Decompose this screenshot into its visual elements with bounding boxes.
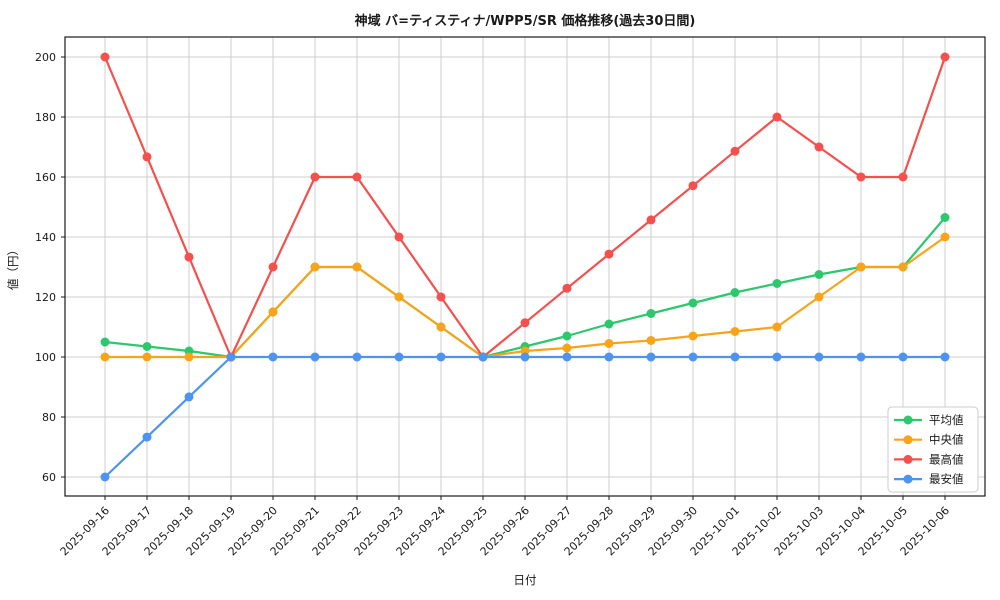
- legend-marker-median: [903, 435, 913, 445]
- data-point-median: [562, 343, 572, 353]
- x-axis-label: 日付: [514, 573, 537, 587]
- y-tick-label: 100: [35, 351, 56, 364]
- chart-title: 神域 バ=ティスティナ/WPP5/SR 価格推移(過去30日間): [355, 13, 696, 29]
- data-point-median: [310, 262, 320, 272]
- data-point-median: [436, 322, 446, 332]
- legend-entry-max: 最高値: [894, 452, 964, 466]
- data-point-max: [310, 172, 320, 182]
- y-tick-label: 120: [35, 291, 56, 304]
- data-point-max: [436, 292, 446, 302]
- data-point-median: [898, 262, 908, 272]
- data-point-min: [730, 352, 740, 362]
- data-point-min: [268, 352, 278, 362]
- y-tick-label: 60: [42, 471, 56, 484]
- data-point-min: [856, 352, 866, 362]
- data-point-min: [898, 352, 908, 362]
- data-point-min: [184, 392, 194, 402]
- legend-label-max: 最高値: [929, 452, 964, 466]
- data-point-median: [688, 331, 698, 341]
- legend-marker-min: [903, 474, 913, 484]
- legend-label-average: 平均値: [929, 413, 964, 427]
- data-point-max: [772, 112, 782, 122]
- data-point-average: [688, 298, 698, 308]
- data-point-median: [940, 232, 950, 242]
- data-point-max: [100, 52, 110, 62]
- data-point-median: [730, 327, 740, 336]
- data-point-average: [142, 342, 152, 351]
- y-tick-label: 160: [35, 171, 56, 184]
- y-tick-label: 180: [35, 111, 56, 124]
- data-point-min: [688, 352, 698, 362]
- data-point-average: [646, 309, 656, 318]
- y-tick-label: 140: [35, 231, 56, 244]
- data-point-average: [730, 288, 740, 297]
- data-point-average: [100, 337, 110, 347]
- data-point-min: [604, 352, 614, 362]
- data-point-min: [394, 352, 404, 362]
- data-point-max: [268, 262, 278, 272]
- data-point-max: [940, 52, 950, 62]
- data-point-max: [394, 232, 404, 242]
- data-point-max: [814, 142, 824, 152]
- data-point-median: [646, 336, 656, 345]
- data-point-median: [142, 352, 152, 362]
- data-point-max: [604, 249, 614, 259]
- data-point-min: [772, 352, 782, 362]
- legend-marker-max: [903, 454, 913, 464]
- legend-label-min: 最安値: [929, 472, 964, 486]
- data-point-average: [604, 319, 614, 329]
- data-point-min: [310, 352, 320, 362]
- data-point-max: [184, 252, 194, 262]
- data-point-max: [646, 215, 656, 225]
- data-point-average: [772, 279, 782, 288]
- data-point-max: [520, 318, 530, 328]
- data-point-min: [940, 352, 950, 362]
- data-point-min: [436, 352, 446, 362]
- y-axis-label: 値（円）: [6, 244, 20, 290]
- legend-entry-average: 平均値: [894, 413, 964, 427]
- data-point-max: [730, 146, 740, 156]
- data-point-average: [940, 213, 950, 222]
- y-tick-label: 80: [42, 411, 56, 424]
- data-point-min: [646, 352, 656, 362]
- data-point-median: [856, 262, 866, 272]
- data-point-min: [226, 352, 236, 362]
- legend-entry-median: 中央値: [894, 433, 964, 447]
- legend-entry-min: 最安値: [894, 472, 964, 486]
- data-point-min: [100, 472, 110, 482]
- data-point-median: [814, 292, 824, 302]
- data-point-average: [814, 270, 824, 279]
- data-point-median: [604, 339, 614, 348]
- data-point-min: [562, 352, 572, 362]
- plot-area: 60801001201401601802002025-09-162025-09-…: [35, 36, 986, 558]
- data-point-max: [898, 172, 908, 182]
- data-point-max: [562, 283, 572, 293]
- data-point-max: [688, 181, 698, 191]
- data-point-min: [520, 352, 530, 362]
- legend-marker-average: [903, 415, 913, 425]
- data-point-min: [142, 432, 152, 442]
- data-point-max: [352, 172, 362, 182]
- legend-label-median: 中央値: [929, 433, 964, 447]
- data-point-median: [184, 352, 194, 362]
- data-point-min: [478, 352, 488, 362]
- data-point-median: [394, 292, 404, 302]
- data-point-median: [100, 352, 110, 362]
- data-point-min: [814, 352, 824, 362]
- data-point-min: [352, 352, 362, 362]
- y-tick-label: 200: [35, 51, 56, 64]
- legend-box: [887, 406, 979, 493]
- data-point-max: [856, 172, 866, 182]
- data-point-average: [562, 331, 572, 341]
- data-point-median: [268, 307, 278, 317]
- data-point-median: [772, 322, 782, 332]
- data-point-max: [142, 152, 152, 162]
- data-point-median: [352, 262, 362, 272]
